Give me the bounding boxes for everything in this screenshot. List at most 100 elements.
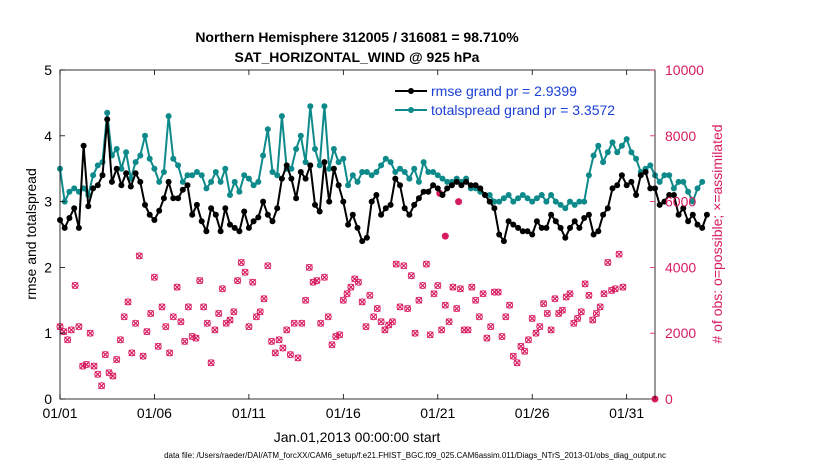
obs-assimilated-marker-20 <box>132 319 139 327</box>
obs-assimilated-marker-124 <box>525 336 532 344</box>
rmse-point-76 <box>415 195 422 202</box>
totalspread-point-62 <box>349 172 356 179</box>
obs-assimilated-marker-114 <box>487 323 495 331</box>
rmse-point-13 <box>118 182 125 189</box>
obs-point-108 <box>464 326 472 334</box>
totalspread-point-32 <box>208 178 215 185</box>
totalspread-point-41 <box>250 182 257 189</box>
rmse-point-19 <box>146 211 153 218</box>
obs-possible-marker-39 <box>203 319 211 327</box>
obs-assimilated-marker-80 <box>358 298 366 306</box>
rmse-point-125 <box>647 185 654 192</box>
obs-assimilated-marker-2 <box>64 336 71 344</box>
totalspread-point-105 <box>552 198 559 205</box>
obs-assimilated-marker-18 <box>124 298 132 306</box>
rmse-point-102 <box>538 224 545 231</box>
obs-possible-marker-30 <box>169 313 177 321</box>
obs-assimilated-marker-39 <box>203 319 211 327</box>
rmse-point-95 <box>505 218 512 225</box>
totalspread-point-70 <box>387 159 394 166</box>
totalspread-point-7 <box>90 172 97 179</box>
obs-point-42 <box>215 310 223 317</box>
obs-point-68 <box>313 277 321 285</box>
obs-possible-marker-109 <box>468 283 476 291</box>
obs-point-7 <box>82 361 90 368</box>
obs-point-79 <box>354 278 362 286</box>
totalspread-point-79 <box>430 169 437 175</box>
legend-label-totalspread: totalspread grand pr = 3.3572 <box>431 102 615 118</box>
obs-possible-marker-27 <box>158 303 166 311</box>
totalspread-point-72 <box>397 165 403 172</box>
totalspread-point-129 <box>666 172 673 179</box>
obs-assimilated-marker-63 <box>294 354 302 362</box>
rmse-point-35 <box>222 205 229 212</box>
obs-point-97 <box>422 260 430 268</box>
obs-possible-marker-116 <box>494 288 502 296</box>
obs-assimilated-marker-34 <box>185 303 192 311</box>
obs-point-47 <box>234 277 242 285</box>
obs-assimilated-marker-66 <box>305 263 313 271</box>
obs-point-105 <box>453 305 461 312</box>
obs-possible-marker-137 <box>574 314 582 322</box>
obs-point-83 <box>370 313 378 321</box>
totalspread-point-14 <box>123 149 130 156</box>
obs-assimilated-marker-38 <box>200 303 207 311</box>
obs-point-133 <box>558 306 566 314</box>
obs-point-126 <box>532 329 540 337</box>
rmse-point-118 <box>614 182 621 189</box>
obs-point-18 <box>124 298 132 306</box>
obs-possible-marker-108 <box>464 326 472 334</box>
obs-assimilated-marker-71 <box>324 313 332 321</box>
totalspread-point-3 <box>71 185 78 192</box>
obs-assimilated-marker-9 <box>90 362 98 370</box>
rmse-point-101 <box>533 218 540 225</box>
obs-assimilated-marker-146 <box>608 287 615 294</box>
totalspread-point-40 <box>245 175 252 182</box>
rmse-point-77 <box>420 188 427 195</box>
obs-point-33 <box>181 337 189 345</box>
rmse-point-89 <box>477 185 484 192</box>
rmse-point-93 <box>496 231 503 238</box>
x-tick-label-1: 01/06 <box>137 405 172 421</box>
totalspread-point-121 <box>628 149 635 156</box>
obs-point-21 <box>135 252 143 260</box>
rmse-point-10 <box>104 116 111 123</box>
obs-possible-marker-66 <box>305 263 313 271</box>
obs-assimilated-marker-135 <box>566 290 574 298</box>
obs-outlier-point-1 <box>441 232 449 240</box>
obs-assimilated-marker-95 <box>415 296 423 304</box>
obs-possible-marker-103 <box>445 318 453 326</box>
obs-possible-marker-11 <box>98 382 106 390</box>
obs-possible-marker-82 <box>366 291 374 299</box>
obs-possible-marker-81 <box>362 323 370 331</box>
x-tick-label-0: 01/01 <box>42 405 77 421</box>
obs-possible-marker-148 <box>615 250 623 258</box>
obs-possible-marker-31 <box>173 283 181 291</box>
obs-assimilated-marker-77 <box>347 283 355 291</box>
obs-point-34 <box>184 303 192 311</box>
obs-point-12 <box>101 351 109 359</box>
legend-label-rmse: rmse grand pr = 2.9399 <box>431 83 577 99</box>
obs-possible-marker-7 <box>82 361 90 368</box>
rmse-point-2 <box>66 215 73 221</box>
obs-possible-marker-80 <box>358 298 366 306</box>
obs-possible-marker-28 <box>162 323 170 331</box>
rmse-point-24 <box>170 195 177 202</box>
obs-possible-marker-138 <box>577 308 585 316</box>
obs-assimilated-marker-64 <box>298 319 306 327</box>
totalspread-point-28 <box>189 172 196 179</box>
obs-point-60 <box>283 326 291 334</box>
obs-assimilated-marker-27 <box>158 303 166 311</box>
obs-possible-marker-75 <box>339 296 347 304</box>
obs-possible-marker-102 <box>441 301 449 309</box>
obs-point-71 <box>324 313 332 321</box>
obs-possible-marker-124 <box>524 336 532 344</box>
obs-assimilated-marker-137 <box>574 314 581 322</box>
y2-tick-label-2: 4000 <box>665 259 696 275</box>
obs-point-3 <box>67 326 75 334</box>
obs-possible-marker-149 <box>619 283 627 291</box>
obs-point-98 <box>426 331 434 339</box>
totalspread-point-91 <box>486 192 493 198</box>
obs-possible-marker-96 <box>419 282 427 289</box>
totalspread-point-113 <box>590 152 597 159</box>
